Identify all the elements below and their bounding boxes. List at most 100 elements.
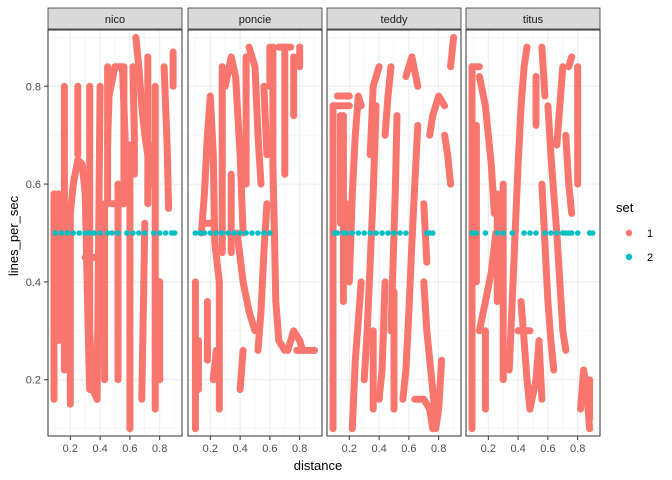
- data-point-set-2: [171, 230, 178, 236]
- data-point-set-2: [574, 230, 581, 236]
- data-point-set-2: [58, 230, 65, 236]
- legend: set 1 2: [616, 200, 653, 264]
- data-point-set-2: [213, 230, 220, 236]
- data-trail-set-1: [399, 121, 422, 403]
- facet-strip: [465, 7, 601, 30]
- legend-title: set: [616, 200, 634, 215]
- facet-panel-titus: titus 0.2 0.4 0.6 0.8: [465, 7, 601, 455]
- x-tick-label: 0.8: [152, 443, 167, 455]
- x-tick-label: 0.6: [540, 443, 555, 455]
- x-tick-label: 0.4: [232, 443, 247, 455]
- data-point-set-2: [201, 230, 208, 236]
- x-tick-label: 0.2: [342, 443, 357, 455]
- data-trail-set-1: [475, 229, 500, 335]
- data-point-set-2: [64, 230, 71, 236]
- facet-strip: [326, 7, 462, 30]
- data-point-set-2: [334, 230, 341, 236]
- data-point-set-2: [115, 230, 121, 236]
- facet-strip-label: poncie: [239, 14, 271, 26]
- data-point-set-2: [225, 230, 231, 236]
- data-point-set-2: [355, 230, 362, 236]
- data-point-set-2: [267, 230, 273, 236]
- y-axis: 0.2 0.4 0.6 0.8: [26, 81, 48, 387]
- data-point-set-2: [219, 230, 225, 236]
- data-trail-set-1: [538, 180, 558, 374]
- data-point-set-2: [527, 230, 533, 236]
- data-point-set-2: [150, 230, 157, 236]
- x-tick-label: 0.4: [92, 443, 107, 455]
- data-point-set-2: [397, 230, 403, 236]
- data-trail-set-1: [284, 327, 307, 354]
- data-point-set-2: [521, 230, 527, 236]
- data-point-set-2: [385, 230, 391, 236]
- data-trail-set-1: [526, 337, 546, 413]
- panel-border: [187, 29, 323, 437]
- data-trail-set-1: [366, 63, 383, 159]
- legend-label-set-2: 2: [647, 252, 653, 264]
- x-tick-label: 0.6: [122, 443, 137, 455]
- y-axis-title: lines_per_sec: [6, 195, 21, 276]
- data-trail-set-1: [236, 346, 247, 393]
- x-tick-label: 0.8: [292, 443, 307, 455]
- legend-key-set-1: [625, 229, 633, 237]
- x-tick-label: 0.8: [431, 443, 446, 455]
- data-point-set-2: [391, 230, 397, 236]
- data-point-set-2: [91, 230, 97, 236]
- data-trail-set-1: [387, 112, 401, 335]
- facet-strip: [187, 7, 323, 30]
- data-point-set-2: [156, 230, 163, 236]
- data-point-set-2: [261, 230, 267, 236]
- data-point-set-2: [568, 230, 575, 236]
- data-point-set-2: [373, 230, 379, 236]
- x-tick-label: 0.6: [262, 443, 277, 455]
- data-point-set-2: [237, 230, 243, 236]
- y-tick-label: 0.8: [26, 81, 41, 93]
- data-point-set-2: [136, 230, 142, 236]
- data-trail-set-1: [538, 43, 549, 100]
- data-trail-set-1: [565, 53, 576, 71]
- y-tick-label: 0.4: [26, 277, 41, 289]
- data-trail-set-1: [197, 92, 223, 286]
- legend-label-set-1: 1: [647, 228, 653, 240]
- data-trail-set-1: [553, 63, 567, 149]
- panel-border: [326, 29, 462, 437]
- data-trail-set-1: [348, 278, 365, 433]
- data-point-set-2: [249, 230, 255, 236]
- facet-panel-teddy: teddy 0.2 0.4 0.6 0.8: [326, 7, 462, 455]
- data-trail-set-1: [553, 229, 570, 354]
- data-point-set-2: [109, 230, 115, 236]
- data-trail-set-1: [254, 200, 271, 354]
- data-trail-set-1: [441, 131, 455, 188]
- data-trail-set-1: [411, 395, 437, 433]
- panel-border: [465, 29, 601, 437]
- data-trail-set-1: [544, 102, 561, 237]
- x-tick-label: 0.2: [203, 443, 218, 455]
- x-axis-title: distance: [294, 458, 342, 473]
- y-tick-label: 0.6: [26, 179, 41, 191]
- data-point-set-2: [130, 230, 136, 236]
- facet-panels: nico 0.2 0.4 0.6 0.8 poncie 0.2 0.4 0.6 0.8 teddy 0…: [47, 7, 601, 455]
- x-tick-label: 0.4: [371, 443, 386, 455]
- data-point-set-2: [86, 230, 93, 236]
- data-point-set-2: [500, 230, 507, 236]
- facet-strip-label: nico: [105, 14, 125, 26]
- data-point-set-2: [494, 230, 501, 236]
- data-trail-set-1: [345, 92, 365, 286]
- data-point-set-2: [361, 230, 368, 236]
- data-trail-set-1: [260, 82, 271, 159]
- data-trail-set-1: [420, 278, 440, 423]
- data-trail-set-1: [269, 43, 289, 354]
- data-trail-set-1: [475, 73, 498, 217]
- data-point-set-2: [243, 230, 249, 236]
- data-trail-set-1: [375, 278, 389, 403]
- data-point-set-2: [197, 230, 203, 236]
- data-point-set-2: [542, 230, 548, 236]
- data-point-set-2: [349, 230, 356, 236]
- data-trail-set-1: [402, 53, 422, 90]
- data-point-set-2: [429, 230, 436, 236]
- data-point-set-2: [142, 230, 148, 236]
- data-point-set-2: [367, 230, 374, 236]
- data-trail-set-1: [562, 131, 576, 217]
- x-tick-label: 0.6: [401, 443, 416, 455]
